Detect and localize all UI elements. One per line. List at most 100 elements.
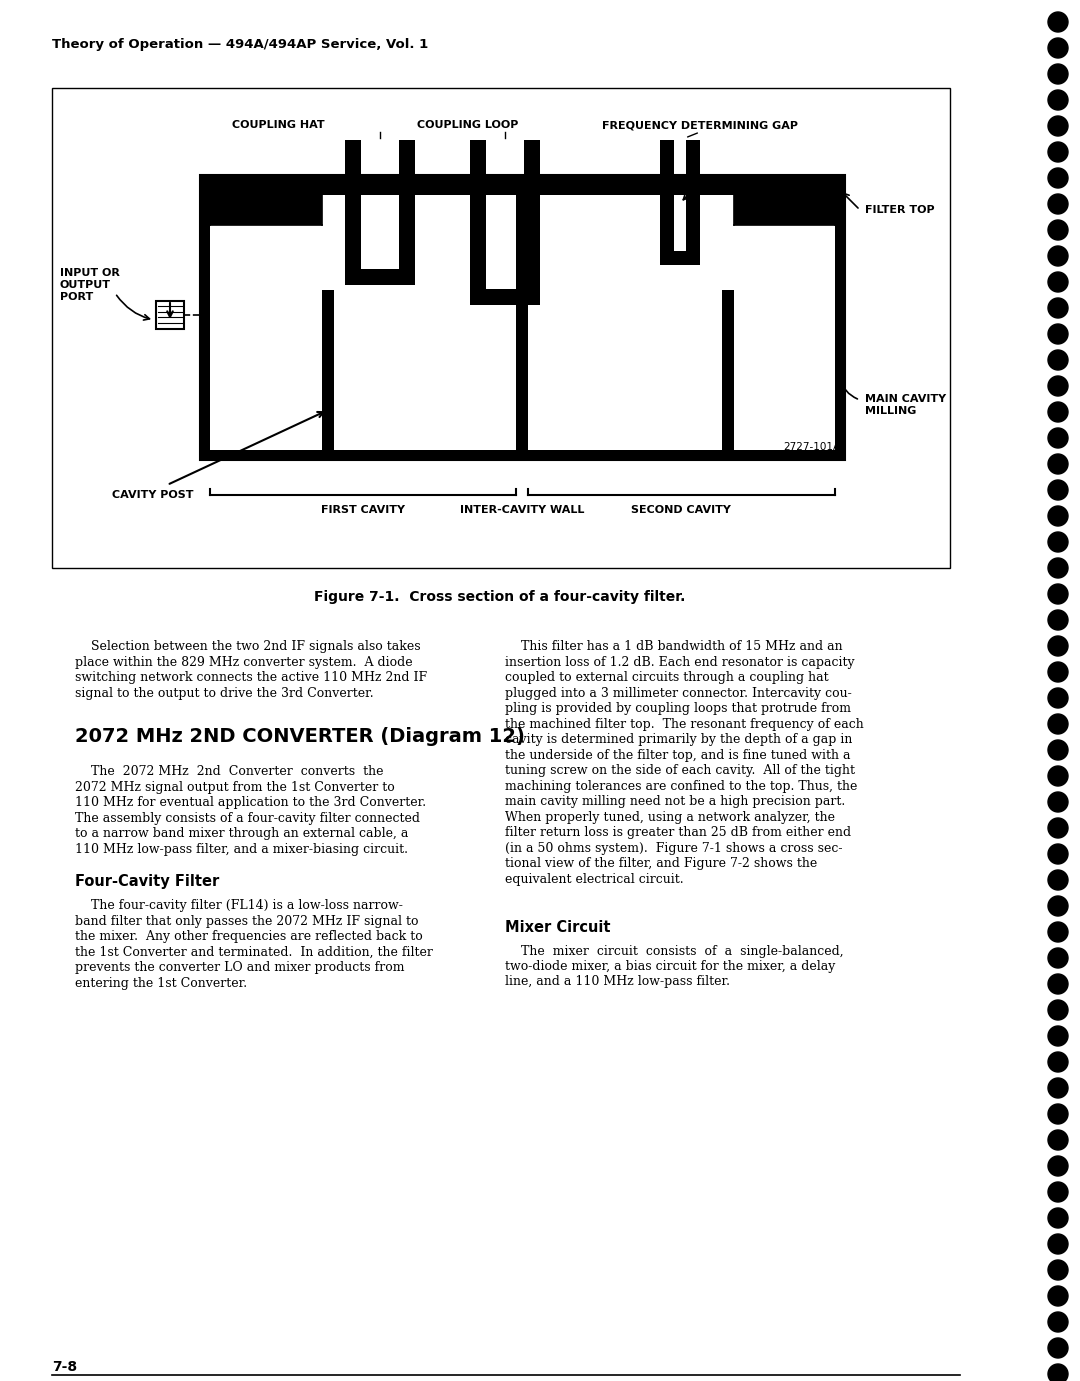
Text: FIRST CAVITY: FIRST CAVITY — [321, 505, 405, 515]
Circle shape — [1048, 844, 1068, 865]
Text: machining tolerances are confined to the top. Thus, the: machining tolerances are confined to the… — [505, 779, 858, 793]
Text: 2727-101A: 2727-101A — [783, 442, 840, 452]
Text: equivalent electrical circuit.: equivalent electrical circuit. — [505, 873, 684, 885]
Circle shape — [1048, 1259, 1068, 1280]
Circle shape — [1048, 766, 1068, 786]
Text: INPUT OR
OUTPUT
PORT: INPUT OR OUTPUT PORT — [60, 268, 120, 302]
Text: 110 MHz for eventual application to the 3rd Converter.: 110 MHz for eventual application to the … — [75, 795, 427, 809]
Bar — [686, 139, 700, 265]
Circle shape — [1048, 714, 1068, 733]
Text: the 1st Converter and terminated.  In addition, the filter: the 1st Converter and terminated. In add… — [75, 946, 433, 958]
Text: tional view of the filter, and Figure 7-2 shows the: tional view of the filter, and Figure 7-… — [505, 858, 818, 870]
Text: Selection between the two 2nd IF signals also takes: Selection between the two 2nd IF signals… — [75, 639, 420, 653]
Text: the underside of the filter top, and is fine tuned with a: the underside of the filter top, and is … — [505, 749, 851, 761]
Bar — [399, 139, 415, 284]
Circle shape — [1048, 220, 1068, 240]
Text: Mixer Circuit: Mixer Circuit — [505, 920, 610, 935]
Circle shape — [1048, 661, 1068, 682]
Circle shape — [1048, 39, 1068, 58]
Circle shape — [1048, 870, 1068, 889]
Circle shape — [1048, 1156, 1068, 1177]
Text: FILTER TOP: FILTER TOP — [865, 204, 934, 215]
Circle shape — [1048, 896, 1068, 916]
Bar — [200, 175, 845, 195]
Bar — [200, 450, 845, 460]
Bar — [470, 139, 486, 305]
Circle shape — [1048, 637, 1068, 656]
Bar — [734, 195, 835, 225]
Bar — [200, 175, 845, 460]
Circle shape — [1048, 454, 1068, 474]
Text: the mixer.  Any other frequencies are reflected back to: the mixer. Any other frequencies are ref… — [75, 929, 422, 943]
Circle shape — [1048, 168, 1068, 188]
Text: Theory of Operation — 494A/494AP Service, Vol. 1: Theory of Operation — 494A/494AP Service… — [52, 39, 429, 51]
Text: The four-cavity filter (FL14) is a low-loss narrow-: The four-cavity filter (FL14) is a low-l… — [75, 899, 403, 911]
Text: two-diode mixer, a bias circuit for the mixer, a delay: two-diode mixer, a bias circuit for the … — [505, 960, 835, 974]
Text: 110 MHz low-pass filter, and a mixer-biasing circuit.: 110 MHz low-pass filter, and a mixer-bia… — [75, 842, 408, 855]
Circle shape — [1048, 688, 1068, 708]
Circle shape — [1048, 1103, 1068, 1124]
Text: Four-Cavity Filter: Four-Cavity Filter — [75, 874, 219, 889]
Text: cavity is determined primarily by the depth of a gap in: cavity is determined primarily by the de… — [505, 733, 852, 746]
Bar — [200, 195, 210, 460]
Text: band filter that only passes the 2072 MHz IF signal to: band filter that only passes the 2072 MH… — [75, 914, 419, 928]
Text: to a narrow band mixer through an external cable, a: to a narrow band mixer through an extern… — [75, 827, 408, 840]
Text: signal to the output to drive the 3rd Converter.: signal to the output to drive the 3rd Co… — [75, 686, 374, 700]
Text: COUPLING LOOP: COUPLING LOOP — [417, 120, 518, 130]
Circle shape — [1048, 325, 1068, 344]
Circle shape — [1048, 818, 1068, 838]
Circle shape — [1048, 1208, 1068, 1228]
Circle shape — [1048, 1130, 1068, 1150]
Text: CAVITY POST: CAVITY POST — [112, 490, 193, 500]
Bar — [210, 195, 322, 225]
Bar — [835, 195, 845, 460]
Circle shape — [1048, 402, 1068, 423]
Text: plugged into a 3 millimeter connector. Intercavity cou-: plugged into a 3 millimeter connector. I… — [505, 686, 852, 700]
Text: SECOND CAVITY: SECOND CAVITY — [631, 505, 731, 515]
Circle shape — [1048, 791, 1068, 812]
Circle shape — [1048, 1000, 1068, 1021]
Circle shape — [1048, 90, 1068, 110]
Text: the machined filter top.  The resonant frequency of each: the machined filter top. The resonant fr… — [505, 718, 864, 731]
Circle shape — [1048, 116, 1068, 135]
Bar — [156, 301, 184, 329]
Circle shape — [1048, 1182, 1068, 1201]
Text: pling is provided by coupling loops that protrude from: pling is provided by coupling loops that… — [505, 702, 851, 715]
Circle shape — [1048, 1052, 1068, 1072]
Circle shape — [1048, 584, 1068, 603]
Bar — [524, 139, 540, 305]
Bar — [660, 139, 674, 265]
Circle shape — [1048, 64, 1068, 84]
Text: 7-8: 7-8 — [52, 1360, 77, 1374]
Text: insertion loss of 1.2 dB. Each end resonator is capacity: insertion loss of 1.2 dB. Each end reson… — [505, 656, 854, 668]
Circle shape — [1048, 532, 1068, 552]
Text: main cavity milling need not be a high precision part.: main cavity milling need not be a high p… — [505, 795, 846, 808]
Bar — [723, 290, 734, 460]
Text: INTER-CAVITY WALL: INTER-CAVITY WALL — [460, 505, 584, 515]
Bar — [322, 290, 334, 460]
Bar — [345, 139, 361, 284]
Text: MAIN CAVITY
MILLING: MAIN CAVITY MILLING — [865, 394, 946, 416]
Bar — [516, 195, 528, 460]
Circle shape — [1048, 428, 1068, 447]
Text: line, and a 110 MHz low-pass filter.: line, and a 110 MHz low-pass filter. — [505, 975, 730, 989]
Circle shape — [1048, 272, 1068, 291]
Circle shape — [1048, 558, 1068, 579]
Text: COUPLING HAT: COUPLING HAT — [232, 120, 324, 130]
Text: entering the 1st Converter.: entering the 1st Converter. — [75, 976, 247, 990]
Text: (in a 50 ohms system).  Figure 7-1 shows a cross sec-: (in a 50 ohms system). Figure 7-1 shows … — [505, 841, 842, 855]
Circle shape — [1048, 947, 1068, 968]
Circle shape — [1048, 349, 1068, 370]
Text: The  2072 MHz  2nd  Converter  converts  the: The 2072 MHz 2nd Converter converts the — [75, 765, 383, 778]
Text: prevents the converter LO and mixer products from: prevents the converter LO and mixer prod… — [75, 961, 405, 974]
Circle shape — [1048, 505, 1068, 526]
Text: This filter has a 1 dB bandwidth of 15 MHz and an: This filter has a 1 dB bandwidth of 15 M… — [505, 639, 842, 653]
Circle shape — [1048, 923, 1068, 942]
Text: When properly tuned, using a network analyzer, the: When properly tuned, using a network ana… — [505, 811, 835, 823]
Circle shape — [1048, 1235, 1068, 1254]
Text: 2072 MHz signal output from the 1st Converter to: 2072 MHz signal output from the 1st Conv… — [75, 780, 395, 794]
Circle shape — [1048, 481, 1068, 500]
Text: The  mixer  circuit  consists  of  a  single-balanced,: The mixer circuit consists of a single-b… — [505, 945, 843, 957]
Text: Figure 7-1.  Cross section of a four-cavity filter.: Figure 7-1. Cross section of a four-cavi… — [314, 590, 686, 603]
Bar — [52, 88, 950, 568]
